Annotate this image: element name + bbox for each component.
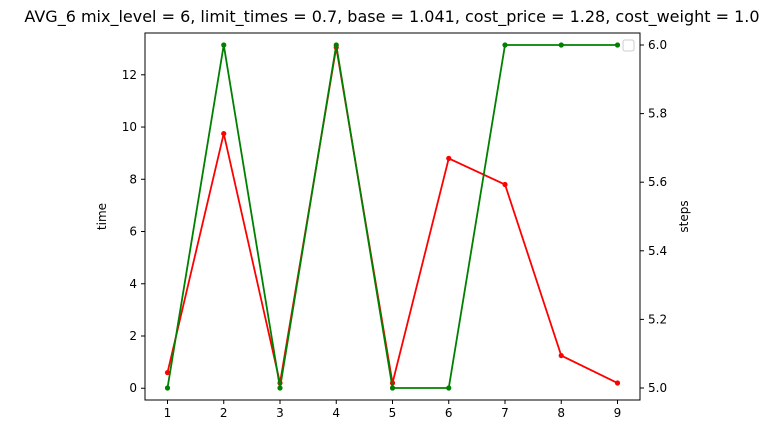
series-point [502, 181, 508, 188]
series-point [221, 42, 227, 48]
y-tick-label: 4 [129, 277, 137, 291]
y2-axis-label: steps [677, 200, 691, 232]
series-point [164, 385, 171, 391]
y2-tick-label: 5.8 [648, 107, 667, 121]
legend-box [622, 39, 635, 52]
x-tick-label: 1 [164, 406, 172, 420]
x-tick-label: 7 [501, 406, 509, 420]
series-point [502, 42, 508, 48]
series-point [333, 42, 339, 48]
series-point [389, 385, 396, 391]
y-tick-label: 8 [129, 172, 137, 186]
series-point [446, 155, 452, 161]
plot-area [164, 42, 621, 391]
y-axis-right: 5.0 5.2 5.4 5.6 5.8 6.0 [640, 38, 667, 395]
x-axis: 1 2 3 4 5 6 7 8 9 [164, 400, 622, 420]
y2-tick-label: 5.6 [648, 175, 667, 189]
x-tick-label: 3 [276, 406, 284, 420]
x-tick-label: 9 [614, 406, 622, 420]
y-tick-label: 2 [129, 329, 137, 343]
y2-tick-label: 6.0 [648, 38, 667, 52]
x-tick-label: 8 [557, 406, 565, 420]
series-point [164, 369, 171, 376]
series-point [558, 352, 564, 359]
y2-tick-label: 5.2 [648, 312, 667, 326]
series-point [614, 380, 621, 386]
series-point [558, 42, 564, 48]
y-axis-left: 0 2 4 6 8 10 12 [122, 68, 145, 395]
y-tick-label: 10 [122, 120, 137, 134]
y2-tick-label: 5.0 [648, 381, 667, 395]
x-tick-label: 4 [332, 406, 340, 420]
y-axis-label: time [95, 203, 109, 230]
series-point [221, 130, 227, 137]
chart-title: AVG_6 mix_level = 6, limit_times = 0.7, … [24, 7, 759, 27]
series-point [446, 385, 452, 391]
x-tick-label: 2 [220, 406, 228, 420]
series-point [277, 385, 283, 391]
y-tick-label: 6 [129, 225, 137, 239]
x-tick-label: 5 [389, 406, 397, 420]
y-tick-label: 0 [129, 381, 137, 395]
series-point [614, 42, 621, 48]
x-tick-label: 6 [445, 406, 453, 420]
y2-tick-label: 5.4 [648, 244, 667, 258]
y-tick-label: 12 [122, 68, 137, 82]
